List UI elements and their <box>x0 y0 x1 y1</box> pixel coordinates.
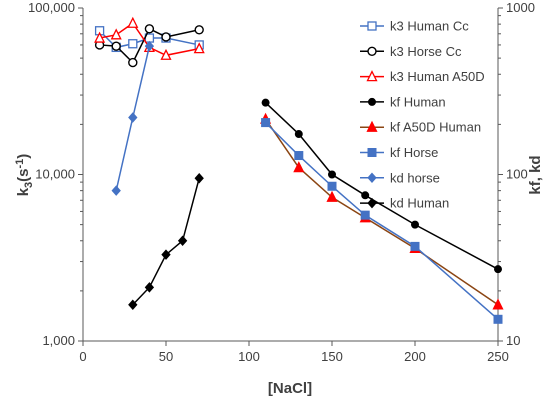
data-point <box>110 28 122 40</box>
series-line <box>265 102 499 270</box>
data-point <box>492 298 504 310</box>
legend-label: k3 Human A50D <box>390 69 485 84</box>
legend-item: k3 Human Cc <box>360 19 469 34</box>
y2-tick-label: 1000 <box>506 0 535 15</box>
x-tick-label: 50 <box>159 349 173 364</box>
data-point <box>128 112 138 123</box>
data-point <box>360 210 370 220</box>
y2-axis-title: kf, kd <box>527 155 544 194</box>
data-point <box>111 185 121 196</box>
y2-tick-label: 10 <box>506 333 520 348</box>
data-point <box>493 314 503 324</box>
x-tick-label: 250 <box>487 349 509 364</box>
data-point <box>161 32 171 42</box>
x-tick-label: 0 <box>79 349 86 364</box>
series-line <box>265 122 499 320</box>
series-kd-horse <box>111 40 155 196</box>
data-point <box>494 265 502 274</box>
legend-marker <box>367 172 377 184</box>
data-point <box>177 235 188 247</box>
y-tick-label: 10,000 <box>35 167 75 182</box>
legend: k3 Human Cc k3 Horse Cc k3 Human A50D kf Hu… <box>360 19 485 211</box>
series-layer <box>94 16 504 324</box>
legend-item: kd horse <box>360 170 440 185</box>
y-tick-label: 100,000 <box>28 0 75 15</box>
x-tick-label: 150 <box>321 349 343 364</box>
data-point <box>261 118 271 128</box>
data-point <box>294 130 303 139</box>
legend-label: k3 Human Cc <box>390 19 469 34</box>
data-point <box>128 57 138 68</box>
data-point <box>161 249 171 260</box>
series-kf-human <box>261 98 502 274</box>
data-point <box>144 24 155 34</box>
legend-item: kf Human <box>360 94 446 109</box>
data-point <box>193 42 205 54</box>
data-point <box>111 41 121 51</box>
data-point <box>160 48 172 60</box>
x-tick-label: 100 <box>238 349 260 364</box>
data-point <box>128 299 138 311</box>
legend-marker <box>367 46 377 56</box>
y2-tick-label: 100 <box>506 167 528 182</box>
data-point <box>194 25 204 35</box>
data-point <box>294 151 304 161</box>
data-point <box>194 172 204 184</box>
legend-item: kf Horse <box>360 145 438 160</box>
x-tick-label: 200 <box>404 349 426 364</box>
legend-label: kd horse <box>390 170 440 185</box>
data-point <box>128 39 138 49</box>
axes: 0 50 100 150 200 250 1,000 10,000 100,000 10 100 10… <box>28 0 535 364</box>
legend-item: kf A50D Human <box>360 120 481 135</box>
y-tick-label: 1,000 <box>42 333 75 348</box>
legend-label: k3 Horse Cc <box>390 44 462 59</box>
x-axis-title: [NaCl] <box>268 380 312 397</box>
data-point <box>327 181 337 191</box>
data-point <box>94 31 106 43</box>
series-kd-human <box>128 172 204 311</box>
legend-marker <box>367 197 377 209</box>
data-point <box>293 161 305 173</box>
data-point <box>410 241 420 251</box>
data-point <box>144 282 155 293</box>
data-point <box>328 170 336 179</box>
legend-label: kd Human <box>390 196 449 211</box>
series-k3-horse-cc <box>94 24 204 68</box>
legend-label: kf Horse <box>390 145 438 160</box>
legend-marker <box>368 97 376 106</box>
series-kf-horse <box>261 118 503 324</box>
data-point <box>144 40 155 52</box>
data-point <box>326 190 338 202</box>
data-point <box>411 220 419 229</box>
legend-marker <box>367 148 377 157</box>
data-point <box>261 98 270 107</box>
legend-item: k3 Human A50D <box>360 69 485 84</box>
legend-marker <box>366 120 378 132</box>
y-axis-title: k3(s-1) <box>14 154 35 197</box>
legend-marker <box>366 70 378 82</box>
legend-item: k3 Horse Cc <box>360 44 462 59</box>
legend-label: kf Human <box>390 94 446 109</box>
data-point <box>127 16 139 28</box>
legend-item: kd Human <box>360 196 449 211</box>
series-k3-human-a50d <box>94 16 205 60</box>
data-point <box>361 191 370 200</box>
legend-marker <box>367 21 377 31</box>
legend-label: kf A50D Human <box>390 120 481 135</box>
